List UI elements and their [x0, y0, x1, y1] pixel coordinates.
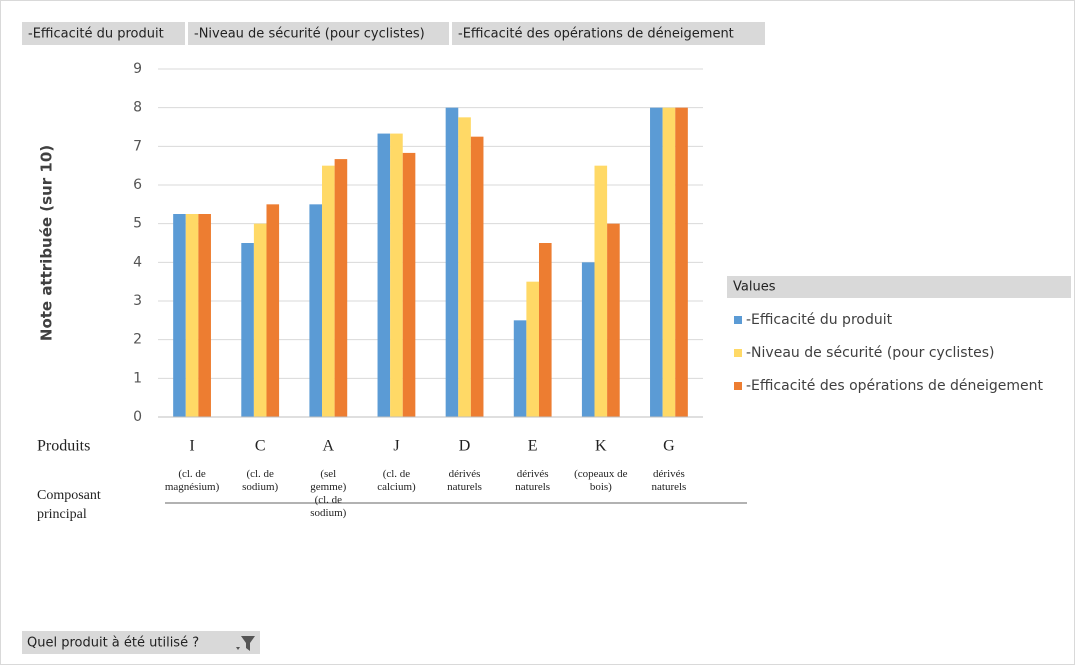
legend-label: -Efficacité des opérations de déneigemen…	[746, 378, 1044, 394]
y-tick-label: 0	[133, 409, 142, 425]
subcategory-label: (copeaux de bois)	[574, 468, 628, 493]
field-button	[22, 22, 185, 45]
dropdown-arrow	[236, 647, 240, 650]
y-tick-label: 9	[133, 61, 142, 77]
x-tick-label: E	[528, 438, 538, 455]
field-button-label: -Efficacité du produit	[28, 27, 164, 42]
y-tick-label: 3	[133, 293, 142, 309]
legend-label: -Niveau de sécurité (pour cyclistes)	[746, 345, 994, 361]
y-tick-label: 2	[133, 332, 142, 348]
bar	[266, 204, 280, 417]
bar	[334, 159, 348, 418]
bar	[198, 214, 211, 417]
x-tick-label: I	[189, 438, 194, 455]
y-tick-label: 7	[133, 138, 142, 154]
legend-header	[727, 276, 1071, 298]
bar	[173, 214, 186, 417]
bar	[470, 136, 484, 417]
legend-title: Values	[733, 280, 776, 295]
bar	[445, 107, 459, 418]
x-tick-label: C	[255, 438, 266, 455]
bar	[538, 243, 552, 417]
bar	[322, 165, 335, 417]
x-tick-label: G	[663, 438, 675, 455]
y-tick-label: 1	[133, 370, 142, 386]
bar	[390, 133, 403, 417]
y-axis-title: Note attribuée (sur 10)	[38, 145, 56, 341]
subcategory-label: dérivés naturels	[651, 468, 687, 493]
y-tick-label: 6	[133, 177, 142, 193]
x-tick-label: J	[393, 438, 399, 455]
bar	[607, 223, 620, 417]
bar	[513, 320, 527, 417]
bar	[458, 117, 471, 417]
row-label: Produits	[37, 438, 90, 455]
subcategory-label: dérivés naturels	[447, 468, 482, 493]
legend-label: -Efficacité du produit	[746, 312, 893, 328]
field-button	[188, 22, 449, 45]
bar	[241, 243, 254, 417]
bar	[377, 133, 391, 417]
bar	[526, 281, 539, 417]
subcategory-label: (cl. de calcium)	[377, 468, 416, 493]
legend-swatch	[734, 316, 742, 324]
row-label: Composant principal	[37, 488, 101, 522]
legend-swatch	[734, 382, 742, 390]
subcategory-label: (cl. de magnésium)	[164, 468, 220, 493]
field-button	[452, 22, 765, 45]
x-tick-label: A	[323, 438, 335, 455]
legend-swatch	[734, 349, 742, 357]
filter-label: Quel produit à été utilisé ?	[27, 636, 199, 651]
bar	[594, 165, 608, 417]
x-tick-label: D	[459, 438, 471, 455]
bar	[185, 214, 199, 417]
bar	[253, 223, 267, 417]
bar	[309, 204, 323, 417]
filter-icon	[241, 636, 255, 651]
bar	[402, 152, 416, 417]
bar	[662, 107, 676, 418]
subcategory-label: (cl. de sodium)	[242, 468, 279, 493]
field-button-label: -Niveau de sécurité (pour cyclistes)	[194, 27, 425, 42]
bar	[650, 107, 663, 418]
filter-button[interactable]	[22, 631, 260, 654]
field-button-label: -Efficacité des opérations de déneigemen…	[458, 27, 734, 42]
x-tick-label: K	[595, 438, 607, 455]
y-tick-label: 5	[133, 216, 142, 232]
y-tick-label: 8	[133, 100, 142, 116]
subcategory-label: dérivés naturels	[515, 468, 551, 493]
y-tick-label: 4	[133, 254, 142, 270]
subcategory-label: (sel gemme) (cl. de sodium)	[310, 468, 347, 519]
bar	[581, 262, 595, 417]
bar	[675, 107, 688, 418]
